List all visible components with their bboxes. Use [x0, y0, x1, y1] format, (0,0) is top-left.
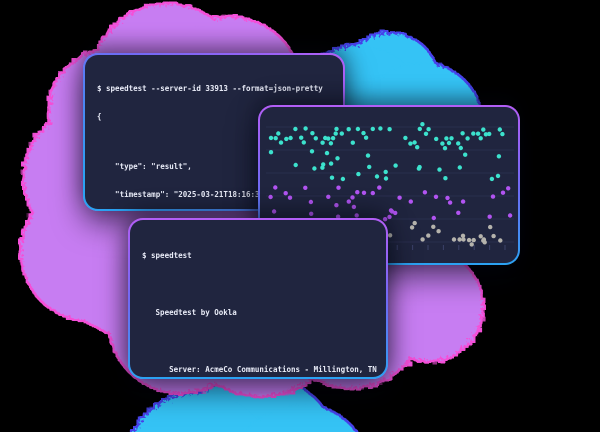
- series-ping-low-band: [387, 220, 503, 247]
- terminal-command-line: $ speedtest --server-id 33913 --format=j…: [97, 84, 323, 93]
- terminal-line: Server: AcmeCo Communications - Millingt…: [142, 364, 377, 374]
- latency-scatter-chart: [266, 122, 514, 250]
- terminal-line: "timestamp": "2025-03-21T18:16:36Z",: [97, 190, 278, 199]
- chart-dots: [268, 122, 513, 247]
- series-ping-high-band: [268, 122, 505, 182]
- terminal-line: Speedtest by Ookla: [142, 307, 237, 317]
- latency-chart-panel: [258, 105, 520, 265]
- terminal-line: "type": "result",: [97, 162, 192, 171]
- terminal-command-line: $ speedtest: [142, 251, 192, 260]
- series-ping-latency-band: [268, 185, 513, 222]
- speedtest-terminal-output: $ speedtest Speedtest by Ookla Server: A…: [130, 220, 386, 377]
- json-terminal-output: $ speedtest --server-id 33913 --format=j…: [85, 55, 343, 209]
- terminal-line: [142, 279, 374, 289]
- terminal-line: {: [97, 112, 102, 121]
- speedtest-terminal-panel: $ speedtest Speedtest by Ookla Server: A…: [128, 218, 388, 379]
- terminal-line: [142, 336, 374, 346]
